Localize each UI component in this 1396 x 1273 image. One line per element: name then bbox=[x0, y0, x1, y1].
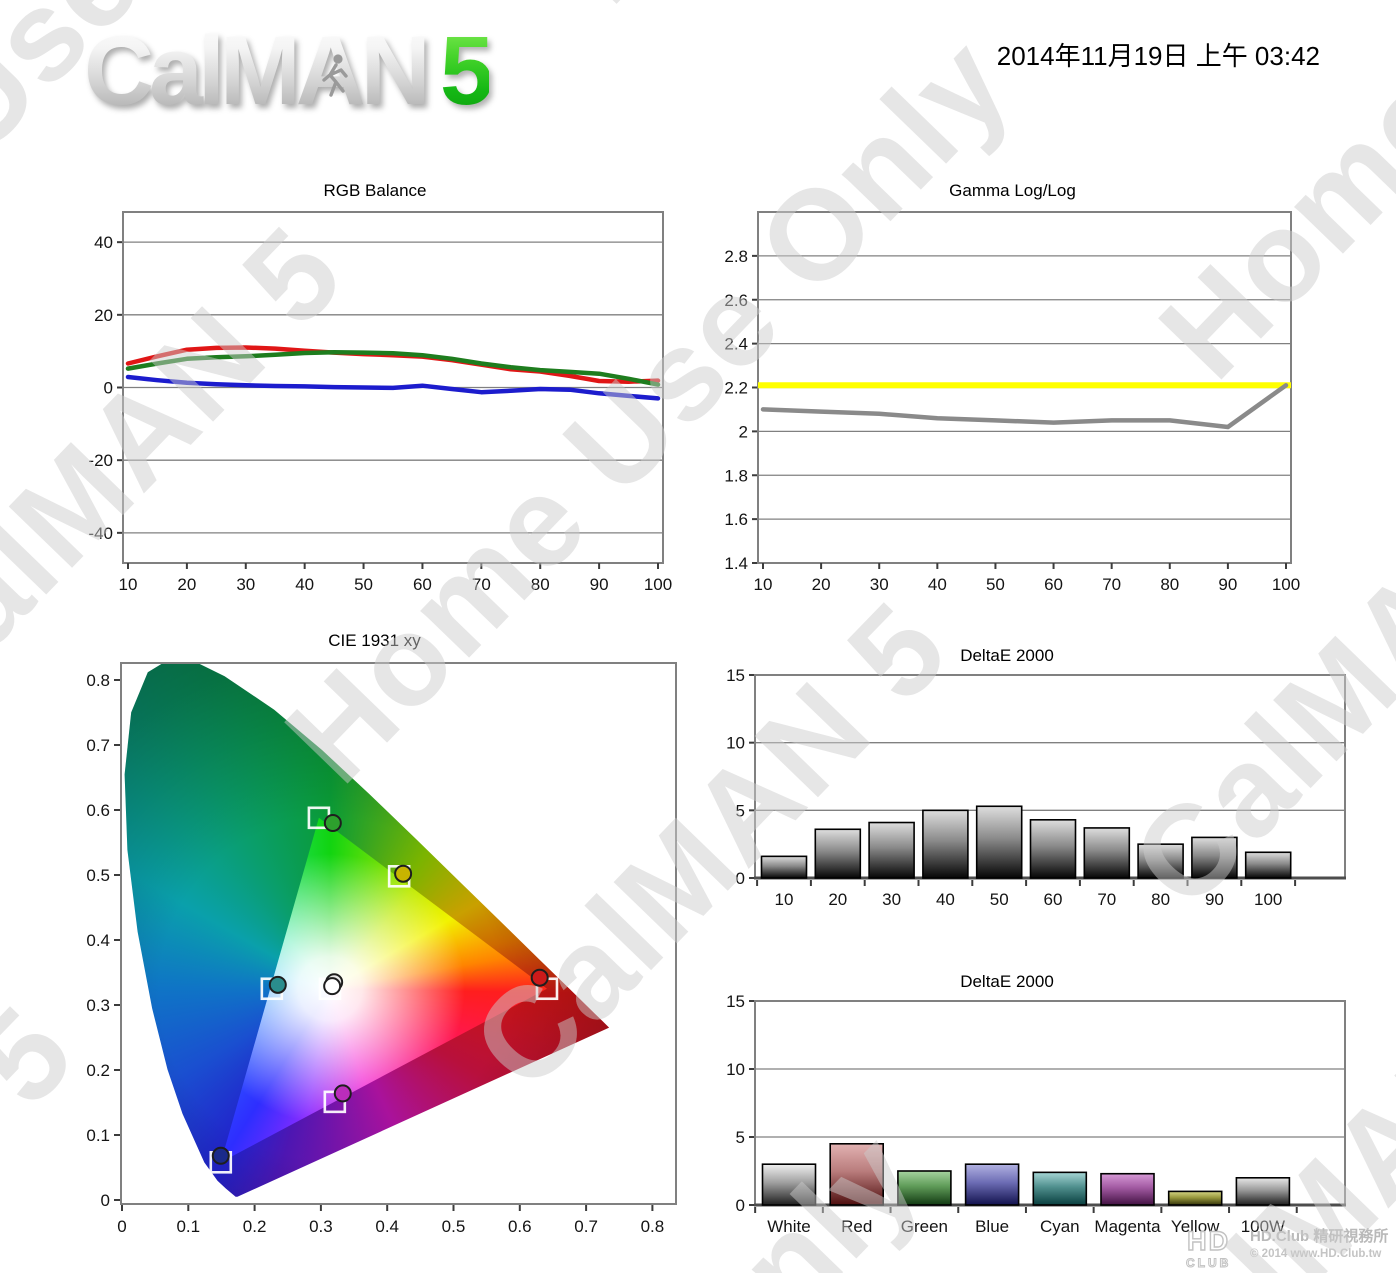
svg-text:0.3: 0.3 bbox=[86, 996, 110, 1015]
svg-text:10: 10 bbox=[119, 575, 138, 594]
calman-logo-5: 5 bbox=[439, 16, 494, 125]
svg-text:0.1: 0.1 bbox=[176, 1217, 200, 1236]
svg-text:0.4: 0.4 bbox=[375, 1217, 399, 1236]
cie-title: CIE 1931 xy bbox=[328, 631, 421, 650]
svg-text:40: 40 bbox=[936, 890, 955, 909]
svg-text:100: 100 bbox=[644, 575, 672, 594]
calman-logo-text: CalMAN bbox=[84, 16, 431, 125]
svg-text:0.6: 0.6 bbox=[86, 801, 110, 820]
svg-text:Cyan: Cyan bbox=[1040, 1217, 1080, 1236]
svg-text:0.8: 0.8 bbox=[86, 671, 110, 690]
deltae-grayscale-title: DeltaE 2000 bbox=[960, 646, 1054, 665]
hdclub-copyright-line: © 2014 www.HD.Club.tw bbox=[1250, 1248, 1382, 1261]
svg-text:Red: Red bbox=[841, 1217, 872, 1236]
svg-text:1.4: 1.4 bbox=[724, 554, 748, 573]
svg-text:100: 100 bbox=[1272, 575, 1300, 594]
svg-text:-20: -20 bbox=[88, 451, 113, 470]
svg-text:10: 10 bbox=[726, 734, 745, 753]
svg-text:30: 30 bbox=[236, 575, 255, 594]
svg-text:0.4: 0.4 bbox=[86, 931, 110, 950]
svg-text:50: 50 bbox=[354, 575, 373, 594]
svg-text:30: 30 bbox=[870, 575, 889, 594]
svg-text:0: 0 bbox=[117, 1217, 126, 1236]
svg-text:80: 80 bbox=[1160, 575, 1179, 594]
svg-text:60: 60 bbox=[1044, 575, 1063, 594]
svg-text:30: 30 bbox=[882, 890, 901, 909]
svg-text:50: 50 bbox=[986, 575, 1005, 594]
svg-text:80: 80 bbox=[531, 575, 550, 594]
svg-text:40: 40 bbox=[928, 575, 947, 594]
svg-text:100: 100 bbox=[1254, 890, 1282, 909]
svg-text:0.6: 0.6 bbox=[508, 1217, 532, 1236]
svg-text:15: 15 bbox=[726, 666, 745, 685]
calman-logo: CalMAN 5 bbox=[84, 22, 494, 119]
svg-text:0.2: 0.2 bbox=[86, 1061, 110, 1080]
svg-text:0.7: 0.7 bbox=[574, 1217, 598, 1236]
svg-text:1.6: 1.6 bbox=[724, 510, 748, 529]
svg-text:0.7: 0.7 bbox=[86, 736, 110, 755]
svg-text:0.1: 0.1 bbox=[86, 1126, 110, 1145]
svg-text:60: 60 bbox=[1044, 890, 1063, 909]
svg-text:2.2: 2.2 bbox=[724, 379, 748, 398]
svg-text:70: 70 bbox=[1097, 890, 1116, 909]
runner-icon bbox=[322, 54, 348, 97]
svg-text:70: 70 bbox=[472, 575, 491, 594]
svg-text:0: 0 bbox=[736, 1196, 745, 1215]
svg-text:5: 5 bbox=[736, 1128, 745, 1147]
svg-text:0.5: 0.5 bbox=[86, 866, 110, 885]
svg-text:-40: -40 bbox=[88, 524, 113, 543]
svg-text:Green: Green bbox=[901, 1217, 948, 1236]
svg-text:20: 20 bbox=[828, 890, 847, 909]
svg-text:1.8: 1.8 bbox=[724, 466, 748, 485]
svg-text:40: 40 bbox=[94, 233, 113, 252]
hdclub-logo-club: CLUB bbox=[1185, 1256, 1232, 1270]
svg-text:20: 20 bbox=[94, 306, 113, 325]
svg-text:20: 20 bbox=[177, 575, 196, 594]
hdclub-text: HD.Club 精研視務所 © 2014 www.HD.Club.tw bbox=[1250, 1227, 1388, 1263]
svg-text:0.8: 0.8 bbox=[641, 1217, 665, 1236]
gamma-title: Gamma Log/Log bbox=[949, 181, 1076, 200]
svg-text:90: 90 bbox=[1218, 575, 1237, 594]
svg-text:Blue: Blue bbox=[975, 1217, 1009, 1236]
svg-text:70: 70 bbox=[1102, 575, 1121, 594]
svg-text:2.6: 2.6 bbox=[724, 291, 748, 310]
svg-text:20: 20 bbox=[812, 575, 831, 594]
svg-text:2.4: 2.4 bbox=[724, 335, 748, 354]
svg-text:10: 10 bbox=[775, 890, 794, 909]
svg-text:80: 80 bbox=[1151, 890, 1170, 909]
svg-text:60: 60 bbox=[413, 575, 432, 594]
svg-text:0.5: 0.5 bbox=[442, 1217, 466, 1236]
svg-text:0.3: 0.3 bbox=[309, 1217, 333, 1236]
report-datetime: 2014年11月19日 上午 03:42 bbox=[996, 41, 1320, 71]
svg-text:40: 40 bbox=[295, 575, 314, 594]
svg-text:0: 0 bbox=[736, 869, 745, 888]
svg-text:2: 2 bbox=[739, 422, 748, 441]
svg-text:50: 50 bbox=[990, 890, 1009, 909]
svg-text:10: 10 bbox=[754, 575, 773, 594]
svg-text:15: 15 bbox=[726, 992, 745, 1011]
svg-text:90: 90 bbox=[590, 575, 609, 594]
svg-text:Magenta: Magenta bbox=[1094, 1217, 1161, 1236]
hdclub-brand-line: HD.Club 精研視務所 bbox=[1250, 1228, 1389, 1245]
rgb-balance-title: RGB Balance bbox=[323, 181, 427, 200]
svg-text:10: 10 bbox=[726, 1060, 745, 1079]
svg-text:0: 0 bbox=[101, 1191, 110, 1210]
hdclub-logo-hd: HD bbox=[1186, 1226, 1231, 1256]
deltae-colors-title: DeltaE 2000 bbox=[960, 972, 1054, 991]
cie-diagram bbox=[120, 662, 677, 1205]
hdclub-logo: HD CLUB bbox=[1185, 1226, 1232, 1270]
svg-text:90: 90 bbox=[1205, 890, 1224, 909]
svg-text:5: 5 bbox=[736, 801, 745, 820]
svg-text:2.8: 2.8 bbox=[724, 247, 748, 266]
svg-text:0.2: 0.2 bbox=[243, 1217, 267, 1236]
svg-text:0: 0 bbox=[104, 379, 113, 398]
svg-text:White: White bbox=[767, 1217, 810, 1236]
